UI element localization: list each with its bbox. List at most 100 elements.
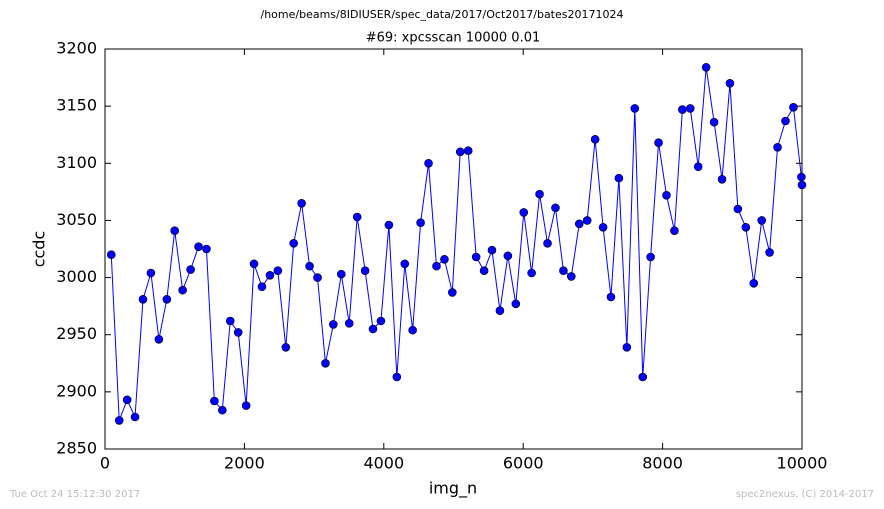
data-point xyxy=(400,259,410,269)
data-point xyxy=(566,272,576,281)
data-point xyxy=(614,173,624,183)
data-point xyxy=(321,358,330,368)
y-tick-label: 3100 xyxy=(56,153,97,172)
data-point xyxy=(749,278,759,288)
data-point xyxy=(305,261,314,271)
data-point xyxy=(511,299,521,309)
data-point xyxy=(455,147,465,157)
data-point xyxy=(154,334,164,344)
data-point xyxy=(646,252,655,262)
data-point xyxy=(344,318,354,328)
data-point xyxy=(178,285,187,295)
data-point xyxy=(622,342,632,352)
timestamp: Tue Oct 24 15:12:30 2017 xyxy=(9,489,140,500)
data-point xyxy=(146,268,156,278)
data-point xyxy=(535,189,544,199)
data-point xyxy=(670,226,679,236)
data-point xyxy=(487,245,497,255)
data-point xyxy=(313,273,322,282)
data-point xyxy=(130,412,140,422)
data-point xyxy=(448,288,457,297)
data-point xyxy=(527,268,536,278)
data-point xyxy=(479,266,489,276)
data-point xyxy=(273,266,283,276)
data-point xyxy=(598,222,608,232)
data-point xyxy=(297,198,306,208)
data-point xyxy=(114,416,124,425)
x-tick-label: 4000 xyxy=(363,454,404,473)
data-point xyxy=(685,104,695,113)
data-point xyxy=(582,216,592,225)
data-point xyxy=(416,218,425,228)
data-point xyxy=(352,212,362,222)
data-point xyxy=(590,134,600,144)
x-tick-label: 10000 xyxy=(777,454,828,473)
x-axis-label: img_n xyxy=(429,479,477,499)
data-point xyxy=(138,294,148,304)
x-tick-label: 6000 xyxy=(503,454,544,473)
data-point xyxy=(789,102,798,112)
data-point xyxy=(678,105,687,114)
data-point xyxy=(432,261,441,271)
data-point xyxy=(701,62,711,72)
data-point xyxy=(725,78,735,88)
data-point xyxy=(495,306,505,316)
plot-frame xyxy=(104,48,803,450)
data-point xyxy=(186,265,195,274)
data-point xyxy=(471,252,481,262)
data-point xyxy=(249,259,259,269)
x-tick-label: 0 xyxy=(100,454,110,473)
data-point xyxy=(384,220,394,230)
x-tick-label: 2000 xyxy=(224,454,265,473)
data-point xyxy=(781,116,790,126)
data-point xyxy=(654,138,663,148)
data-point xyxy=(503,251,513,261)
data-point xyxy=(574,219,584,229)
data-point xyxy=(241,401,251,410)
data-point xyxy=(709,117,719,127)
data-point xyxy=(360,266,370,276)
chart-title: #69: xpcsscan 10000 0.01 xyxy=(366,31,541,46)
data-point xyxy=(408,325,417,335)
y-axis-label: ccdc xyxy=(30,231,49,268)
data-point xyxy=(797,180,807,190)
data-point xyxy=(559,266,568,276)
data-line xyxy=(110,67,803,421)
data-point xyxy=(797,172,806,182)
data-point xyxy=(210,396,219,406)
data-point xyxy=(170,226,179,236)
y-tick-label: 3050 xyxy=(56,210,97,229)
data-point xyxy=(765,248,774,257)
data-point xyxy=(638,372,648,382)
data-point xyxy=(281,342,291,352)
data-point xyxy=(463,146,473,156)
y-tick-label: 3000 xyxy=(56,267,97,286)
data-point xyxy=(233,328,243,337)
data-point xyxy=(122,395,132,405)
data-point xyxy=(717,174,727,184)
data-point xyxy=(551,203,560,213)
data-point xyxy=(519,208,529,217)
data-point xyxy=(741,222,751,232)
x-tick-label: 8000 xyxy=(642,454,683,473)
data-point xyxy=(662,190,671,200)
data-point xyxy=(376,316,386,326)
data-point xyxy=(194,242,203,252)
data-point xyxy=(693,162,703,172)
suptitle: /home/beams/8IDIUSER/spec_data/2017/Oct2… xyxy=(261,8,624,21)
data-point xyxy=(368,324,378,334)
data-point xyxy=(440,254,449,264)
data-point xyxy=(106,250,116,260)
data-point xyxy=(225,316,235,326)
data-point xyxy=(162,294,172,304)
y-tick-label: 2900 xyxy=(56,381,97,400)
y-tick-label: 2850 xyxy=(56,439,97,458)
data-point xyxy=(424,158,433,168)
data-point xyxy=(757,216,767,225)
credit: spec2nexus, (C) 2014-2017 xyxy=(736,489,874,500)
data-point xyxy=(606,292,616,302)
data-point xyxy=(630,104,640,113)
y-tick-label: 3150 xyxy=(56,96,97,115)
data-point xyxy=(392,372,402,382)
